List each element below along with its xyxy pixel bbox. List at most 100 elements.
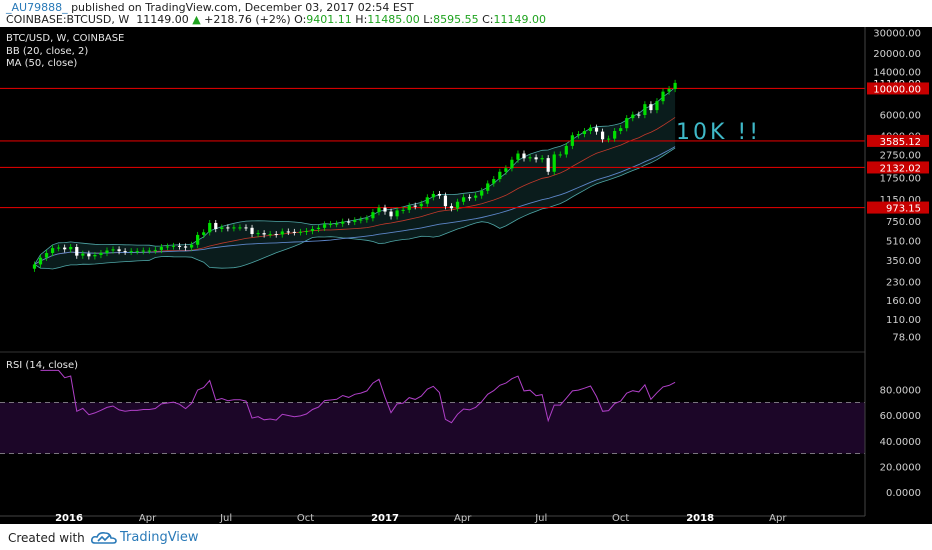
bollinger-lower-line	[34, 147, 676, 270]
chart-header: _AU79888_ published on TradingView.com, …	[0, 0, 932, 27]
candle-body	[600, 131, 605, 140]
candle-body	[50, 248, 55, 254]
candle-body	[637, 114, 641, 116]
candle-body	[220, 227, 224, 229]
rsi-tick-label: 80.0000	[880, 386, 921, 397]
open-value: 9401.11	[306, 13, 352, 26]
candle-body	[63, 247, 67, 250]
candle-body	[643, 104, 647, 116]
price-pane-title: BTC/USD, W, COINBASE	[6, 33, 124, 44]
date-tick-label: 2017	[371, 513, 399, 524]
candle-body	[32, 264, 37, 269]
candle-body	[631, 114, 635, 119]
candle-body	[159, 246, 163, 250]
candle-body	[262, 233, 266, 235]
price-marker-label: 3585.12	[880, 137, 921, 148]
price-change: +218.76 (+2%)	[204, 13, 291, 26]
candle-body	[625, 118, 629, 129]
candle-body	[129, 251, 133, 253]
candle-body	[413, 205, 417, 207]
candle-body	[540, 158, 544, 160]
date-tick-label: Oct	[612, 513, 629, 524]
low-value: 8595.55	[433, 13, 479, 26]
ma50-line	[34, 146, 676, 265]
price-tick-label: 750.00	[886, 217, 921, 228]
candle-body	[244, 227, 248, 229]
candle-body	[57, 247, 61, 249]
candle-body	[594, 127, 599, 132]
candle-body	[504, 168, 508, 172]
candle-body	[365, 218, 369, 220]
candle-body	[425, 197, 429, 204]
candle-body	[661, 91, 665, 102]
candle-body	[44, 253, 49, 258]
candle-body	[359, 219, 363, 221]
candle-body	[443, 195, 448, 207]
rsi-pane[interactable]: RSI (14, close)	[0, 351, 865, 455]
candle-body	[202, 232, 206, 235]
price-tick-label: 2750.00	[880, 150, 921, 161]
candle-body	[522, 153, 526, 159]
candle-body	[498, 171, 502, 180]
price-tick-label: 1150.00	[880, 195, 921, 206]
candle-body	[649, 104, 653, 111]
candle-body	[171, 245, 176, 247]
annotation-text: 10K !!	[676, 120, 761, 145]
date-tick-label: Jul	[219, 513, 232, 524]
candle-body	[395, 210, 399, 217]
price-marker-label: 2132.02	[880, 163, 921, 174]
candle-body	[93, 254, 97, 257]
price-tick-label: 510.00	[886, 237, 921, 248]
publisher-link[interactable]: _AU79888_	[6, 1, 68, 14]
candle-body	[105, 250, 109, 254]
tradingview-brand[interactable]: TradingView	[120, 530, 199, 545]
candle-body	[214, 222, 218, 229]
candle-body	[407, 205, 411, 210]
rsi-tick-label: 60.0000	[880, 411, 921, 422]
symbol-label[interactable]: COINBASE:BTCUSD, W	[6, 13, 130, 26]
price-marker-bg	[867, 201, 929, 214]
chart-svg[interactable]: 10K !! BTC/USD, W, COINBASE BB (20, close,…	[0, 27, 932, 524]
candle-body	[377, 207, 381, 213]
bollinger-fill	[34, 87, 676, 269]
date-tick-label: Jul	[534, 513, 547, 524]
up-arrow-icon: ▲	[192, 13, 201, 26]
candle-body	[274, 234, 278, 236]
candle-body	[147, 250, 151, 252]
price-tick-label: 14000.00	[873, 67, 921, 78]
candle-body	[516, 153, 520, 160]
candle-body	[353, 220, 357, 222]
footer: Created with TradingView	[0, 524, 932, 550]
candle-body	[226, 227, 230, 229]
ohlc-line: COINBASE:BTCUSD, W 11149.00 ▲ +218.76 (+…	[6, 13, 546, 26]
candle-body	[292, 231, 296, 233]
price-marker-bg	[867, 82, 929, 95]
candle-body	[268, 234, 272, 236]
price-tick-label: 230.00	[886, 277, 921, 288]
indicator-legend: MA (50, close)	[6, 58, 77, 69]
candle-body	[329, 224, 333, 226]
rsi-line	[40, 369, 676, 424]
candle-body	[153, 249, 157, 251]
date-tick-label: Oct	[297, 513, 314, 524]
candle-body	[238, 227, 242, 229]
candle-body	[552, 154, 556, 172]
price-tick-label: 110.00	[886, 315, 921, 326]
chart-area[interactable]: 10K !! BTC/USD, W, COINBASE BB (20, close,…	[0, 27, 932, 524]
candle-body	[298, 231, 302, 233]
candle-body	[310, 228, 315, 232]
candle-body	[486, 183, 490, 191]
candle-body	[75, 246, 79, 256]
candle-body	[389, 211, 393, 217]
candle-body	[619, 128, 623, 132]
rsi-band-fill	[0, 402, 865, 454]
candle-body	[322, 224, 327, 228]
indicator-legend: BB (20, close, 2)	[6, 46, 88, 57]
high-value: 11485.00	[367, 13, 420, 26]
rsi-pane-title: RSI (14, close)	[6, 360, 78, 371]
close-label: C:	[482, 13, 494, 26]
price-marker-label: 973.15	[886, 204, 921, 215]
candle-body	[117, 249, 121, 252]
publish-line: _AU79888_ published on TradingView.com, …	[6, 1, 414, 14]
candle-body	[576, 134, 580, 136]
